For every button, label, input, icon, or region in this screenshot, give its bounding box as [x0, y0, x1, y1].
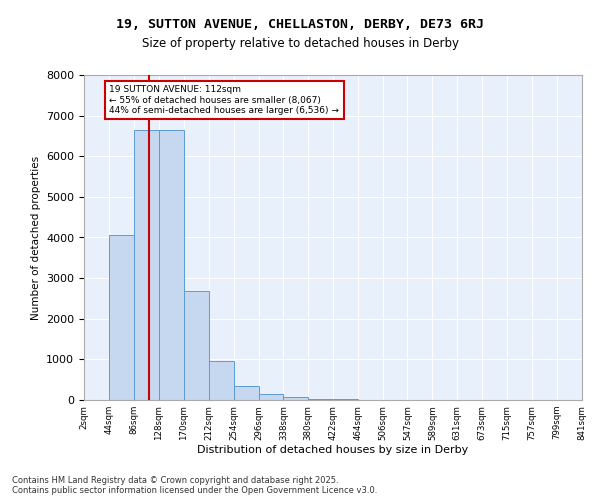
Y-axis label: Number of detached properties: Number of detached properties [31, 156, 41, 320]
Text: 19 SUTTON AVENUE: 112sqm
← 55% of detached houses are smaller (8,067)
44% of sem: 19 SUTTON AVENUE: 112sqm ← 55% of detach… [109, 85, 339, 115]
Text: Size of property relative to detached houses in Derby: Size of property relative to detached ho… [142, 38, 458, 51]
Bar [134, 130, 159, 400]
Bar [259, 394, 283, 400]
Text: 19, SUTTON AVENUE, CHELLASTON, DERBY, DE73 6RJ: 19, SUTTON AVENUE, CHELLASTON, DERBY, DE… [116, 18, 484, 30]
Bar [109, 236, 134, 400]
Bar [283, 397, 308, 400]
Text: Contains HM Land Registry data © Crown copyright and database right 2025.
Contai: Contains HM Land Registry data © Crown c… [12, 476, 377, 495]
Bar [209, 361, 233, 400]
X-axis label: Distribution of detached houses by size in Derby: Distribution of detached houses by size … [197, 446, 469, 456]
Bar [233, 386, 259, 400]
Bar [184, 291, 209, 400]
Bar [159, 130, 184, 400]
Bar [308, 398, 333, 400]
